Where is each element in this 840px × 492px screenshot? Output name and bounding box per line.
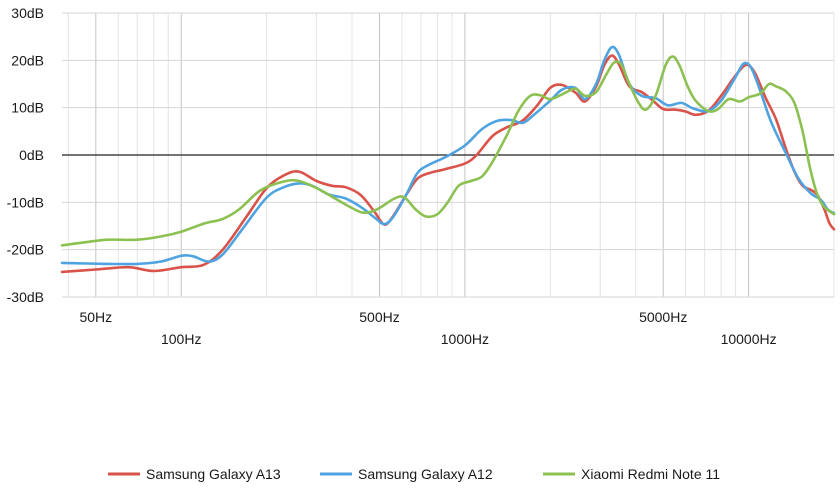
x-tick-label: 10000Hz xyxy=(721,331,777,347)
series-line-2 xyxy=(60,45,836,266)
x-tick-label: 500Hz xyxy=(359,309,399,325)
y-tick-label: 0dB xyxy=(19,147,44,163)
legend: Samsung Galaxy A13 Samsung Galaxy A12 Xiao… xyxy=(108,466,720,482)
y-tick-label: -10dB xyxy=(7,194,44,210)
x-tick-label: 5000Hz xyxy=(639,309,687,325)
series-line-1 xyxy=(60,54,836,274)
x-tick-label: 50Hz xyxy=(79,309,112,325)
y-tick-label: -30dB xyxy=(7,289,44,305)
series-line-3 xyxy=(60,55,836,247)
y-tick-label: 20dB xyxy=(11,52,44,68)
series-layer xyxy=(60,45,836,274)
y-tick-label: 30dB xyxy=(11,5,44,21)
y-tick-label: -20dB xyxy=(7,242,44,258)
axis-layer: 30dB 20dB 10dB 0dB -10dB -20dB -30dB 50Hz 500Hz 5… xyxy=(7,5,777,347)
y-tick-label: 10dB xyxy=(11,100,44,116)
legend-label: Samsung Galaxy A13 xyxy=(146,466,281,482)
x-tick-label: 1000Hz xyxy=(441,331,489,347)
x-tick-label: 100Hz xyxy=(161,331,201,347)
legend-label: Xiaomi Redmi Note 11 xyxy=(581,466,720,482)
legend-label: Samsung Galaxy A12 xyxy=(358,466,493,482)
